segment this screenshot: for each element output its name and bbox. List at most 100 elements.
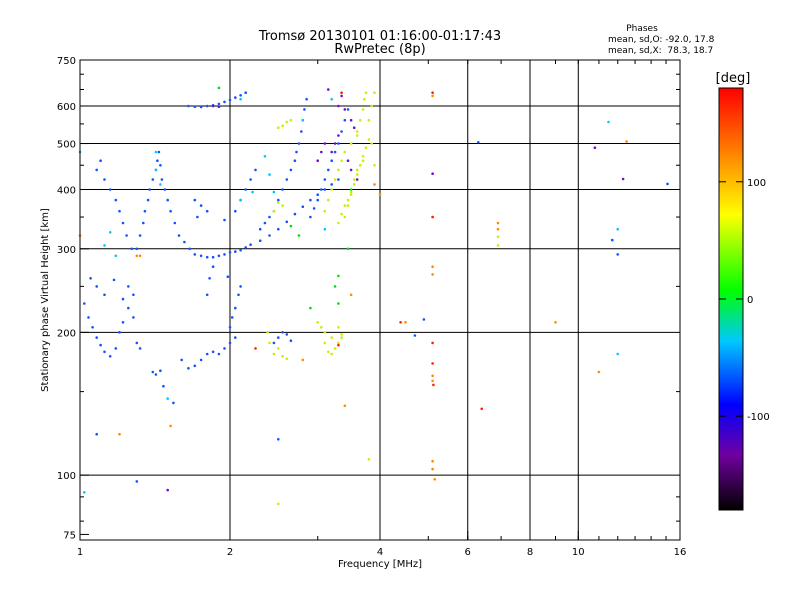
axes-layer: 1 2 4 6 8 10 16 75 100 200 300 400 500 600 750 xyxy=(57,56,686,558)
data-point xyxy=(316,159,320,162)
data-point xyxy=(295,150,298,154)
data-point xyxy=(127,306,130,310)
data-point xyxy=(323,142,327,145)
data-point xyxy=(349,190,353,194)
data-point xyxy=(205,293,209,297)
data-point xyxy=(285,357,289,361)
data-point xyxy=(616,253,619,256)
data-point xyxy=(343,150,347,154)
data-point xyxy=(223,100,226,104)
data-point xyxy=(263,155,267,158)
y-tick-label: 75 xyxy=(63,530,76,541)
data-point xyxy=(166,488,169,492)
data-point xyxy=(169,209,172,213)
data-point xyxy=(330,150,334,154)
data-point xyxy=(301,118,305,122)
x-axis-label: Frequency [MHz] xyxy=(338,559,422,570)
data-point xyxy=(138,347,142,350)
data-point xyxy=(320,150,323,154)
data-point xyxy=(343,118,347,122)
data-point xyxy=(361,155,365,158)
data-point xyxy=(431,265,434,269)
data-point xyxy=(431,91,434,94)
data-point xyxy=(281,355,284,358)
x-tick-label: 8 xyxy=(527,547,533,558)
data-point xyxy=(237,293,240,297)
data-point xyxy=(333,142,337,145)
data-point xyxy=(277,438,280,441)
data-point xyxy=(337,178,340,181)
data-point xyxy=(132,293,135,297)
data-point xyxy=(127,285,130,288)
data-point xyxy=(305,97,308,101)
data-point xyxy=(211,255,215,259)
data-point xyxy=(289,118,293,122)
data-point xyxy=(230,316,234,319)
data-point xyxy=(300,130,303,133)
data-point xyxy=(413,334,417,337)
data-point xyxy=(135,247,139,251)
data-point xyxy=(352,178,356,181)
data-point xyxy=(254,347,257,350)
data-point xyxy=(114,254,118,258)
data-point xyxy=(121,221,125,225)
data-point xyxy=(166,397,169,400)
data-point xyxy=(330,159,334,162)
data-point xyxy=(431,172,434,175)
data-point xyxy=(157,150,161,154)
data-point xyxy=(330,183,334,186)
data-point xyxy=(433,478,437,481)
data-point xyxy=(373,164,376,167)
x-tick-label: 10 xyxy=(572,547,585,558)
data-point xyxy=(268,341,271,345)
data-point xyxy=(346,108,350,111)
data-point xyxy=(266,331,269,334)
data-point xyxy=(285,178,289,181)
data-point xyxy=(358,164,362,167)
data-point xyxy=(183,240,186,244)
data-point xyxy=(349,118,353,122)
colorbar-tick-label: 100 xyxy=(747,178,766,189)
data-point xyxy=(163,188,167,191)
data-point xyxy=(277,126,280,129)
data-point xyxy=(272,341,276,345)
data-point xyxy=(188,247,191,251)
data-point xyxy=(138,234,142,237)
data-point xyxy=(340,333,343,336)
data-point xyxy=(625,140,628,143)
data-point xyxy=(196,215,199,219)
data-point xyxy=(91,326,94,329)
data-point xyxy=(99,343,102,347)
data-point xyxy=(496,244,500,247)
data-point xyxy=(333,285,337,288)
data-point xyxy=(355,134,359,137)
data-point xyxy=(323,341,327,345)
data-point xyxy=(496,227,500,231)
data-point xyxy=(337,326,340,329)
data-point xyxy=(309,198,312,202)
data-point xyxy=(223,347,226,350)
data-point xyxy=(323,178,327,181)
data-point xyxy=(316,321,320,324)
data-point xyxy=(399,321,402,324)
data-point xyxy=(346,247,350,251)
data-point xyxy=(285,120,289,124)
data-point xyxy=(217,105,221,108)
data-point xyxy=(480,407,484,411)
data-point xyxy=(87,316,90,319)
data-point xyxy=(138,254,142,258)
data-point xyxy=(135,254,139,258)
data-point xyxy=(135,341,139,345)
data-point xyxy=(239,94,242,97)
y-tick-label: 500 xyxy=(57,140,76,151)
data-point xyxy=(211,104,215,108)
data-point xyxy=(431,374,434,378)
data-point xyxy=(431,341,434,345)
x-tick-label: 2 xyxy=(227,547,233,558)
data-point xyxy=(251,190,254,194)
data-point xyxy=(323,331,327,334)
data-point xyxy=(173,221,177,225)
data-point xyxy=(103,350,106,354)
data-point xyxy=(352,183,356,186)
data-point xyxy=(340,212,343,216)
